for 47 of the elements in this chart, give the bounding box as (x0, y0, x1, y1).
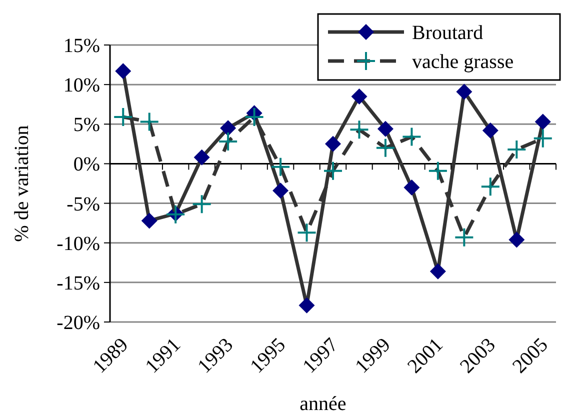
x-axis-title: année (300, 393, 346, 415)
point (349, 120, 370, 140)
point (298, 297, 315, 314)
y-tick-label: -15% (56, 272, 100, 294)
legend-label: vache grasse (412, 51, 514, 73)
point (480, 176, 500, 197)
point (532, 128, 553, 148)
y-tick-label: 10% (63, 74, 100, 97)
x-tick-label: 1991 (141, 334, 186, 378)
y-axis-title: % de variation (11, 125, 33, 242)
point (430, 263, 446, 280)
point (454, 227, 474, 248)
y-tick-label: 5% (73, 114, 100, 136)
point (192, 194, 212, 214)
y-tick-label: -5% (66, 193, 100, 216)
point (113, 107, 134, 128)
point (506, 139, 527, 160)
point (428, 160, 448, 181)
point (194, 149, 210, 166)
y-tick-label: -20% (56, 312, 100, 334)
point (377, 120, 394, 137)
point (508, 232, 525, 248)
point (351, 88, 368, 104)
x-tick-label: 2001 (404, 334, 448, 378)
point (272, 182, 289, 199)
point (270, 156, 291, 177)
point (220, 120, 236, 136)
point (482, 122, 498, 138)
point (404, 179, 420, 196)
legend-label: Broutard (412, 22, 484, 44)
point (323, 160, 343, 181)
point (402, 126, 422, 147)
y-tick-label: 15% (63, 35, 100, 57)
point (375, 138, 396, 158)
point (244, 107, 264, 128)
x-tick-label: 1989 (88, 334, 133, 378)
y-tick-label: 0% (73, 154, 100, 176)
point (141, 212, 158, 229)
point (115, 63, 132, 80)
point (325, 136, 341, 152)
point (218, 132, 238, 152)
x-tick-label: 1999 (351, 334, 395, 378)
point (534, 114, 551, 130)
y-tick-label: -10% (56, 232, 100, 255)
point (296, 222, 317, 243)
point (456, 84, 472, 100)
point (139, 112, 160, 132)
